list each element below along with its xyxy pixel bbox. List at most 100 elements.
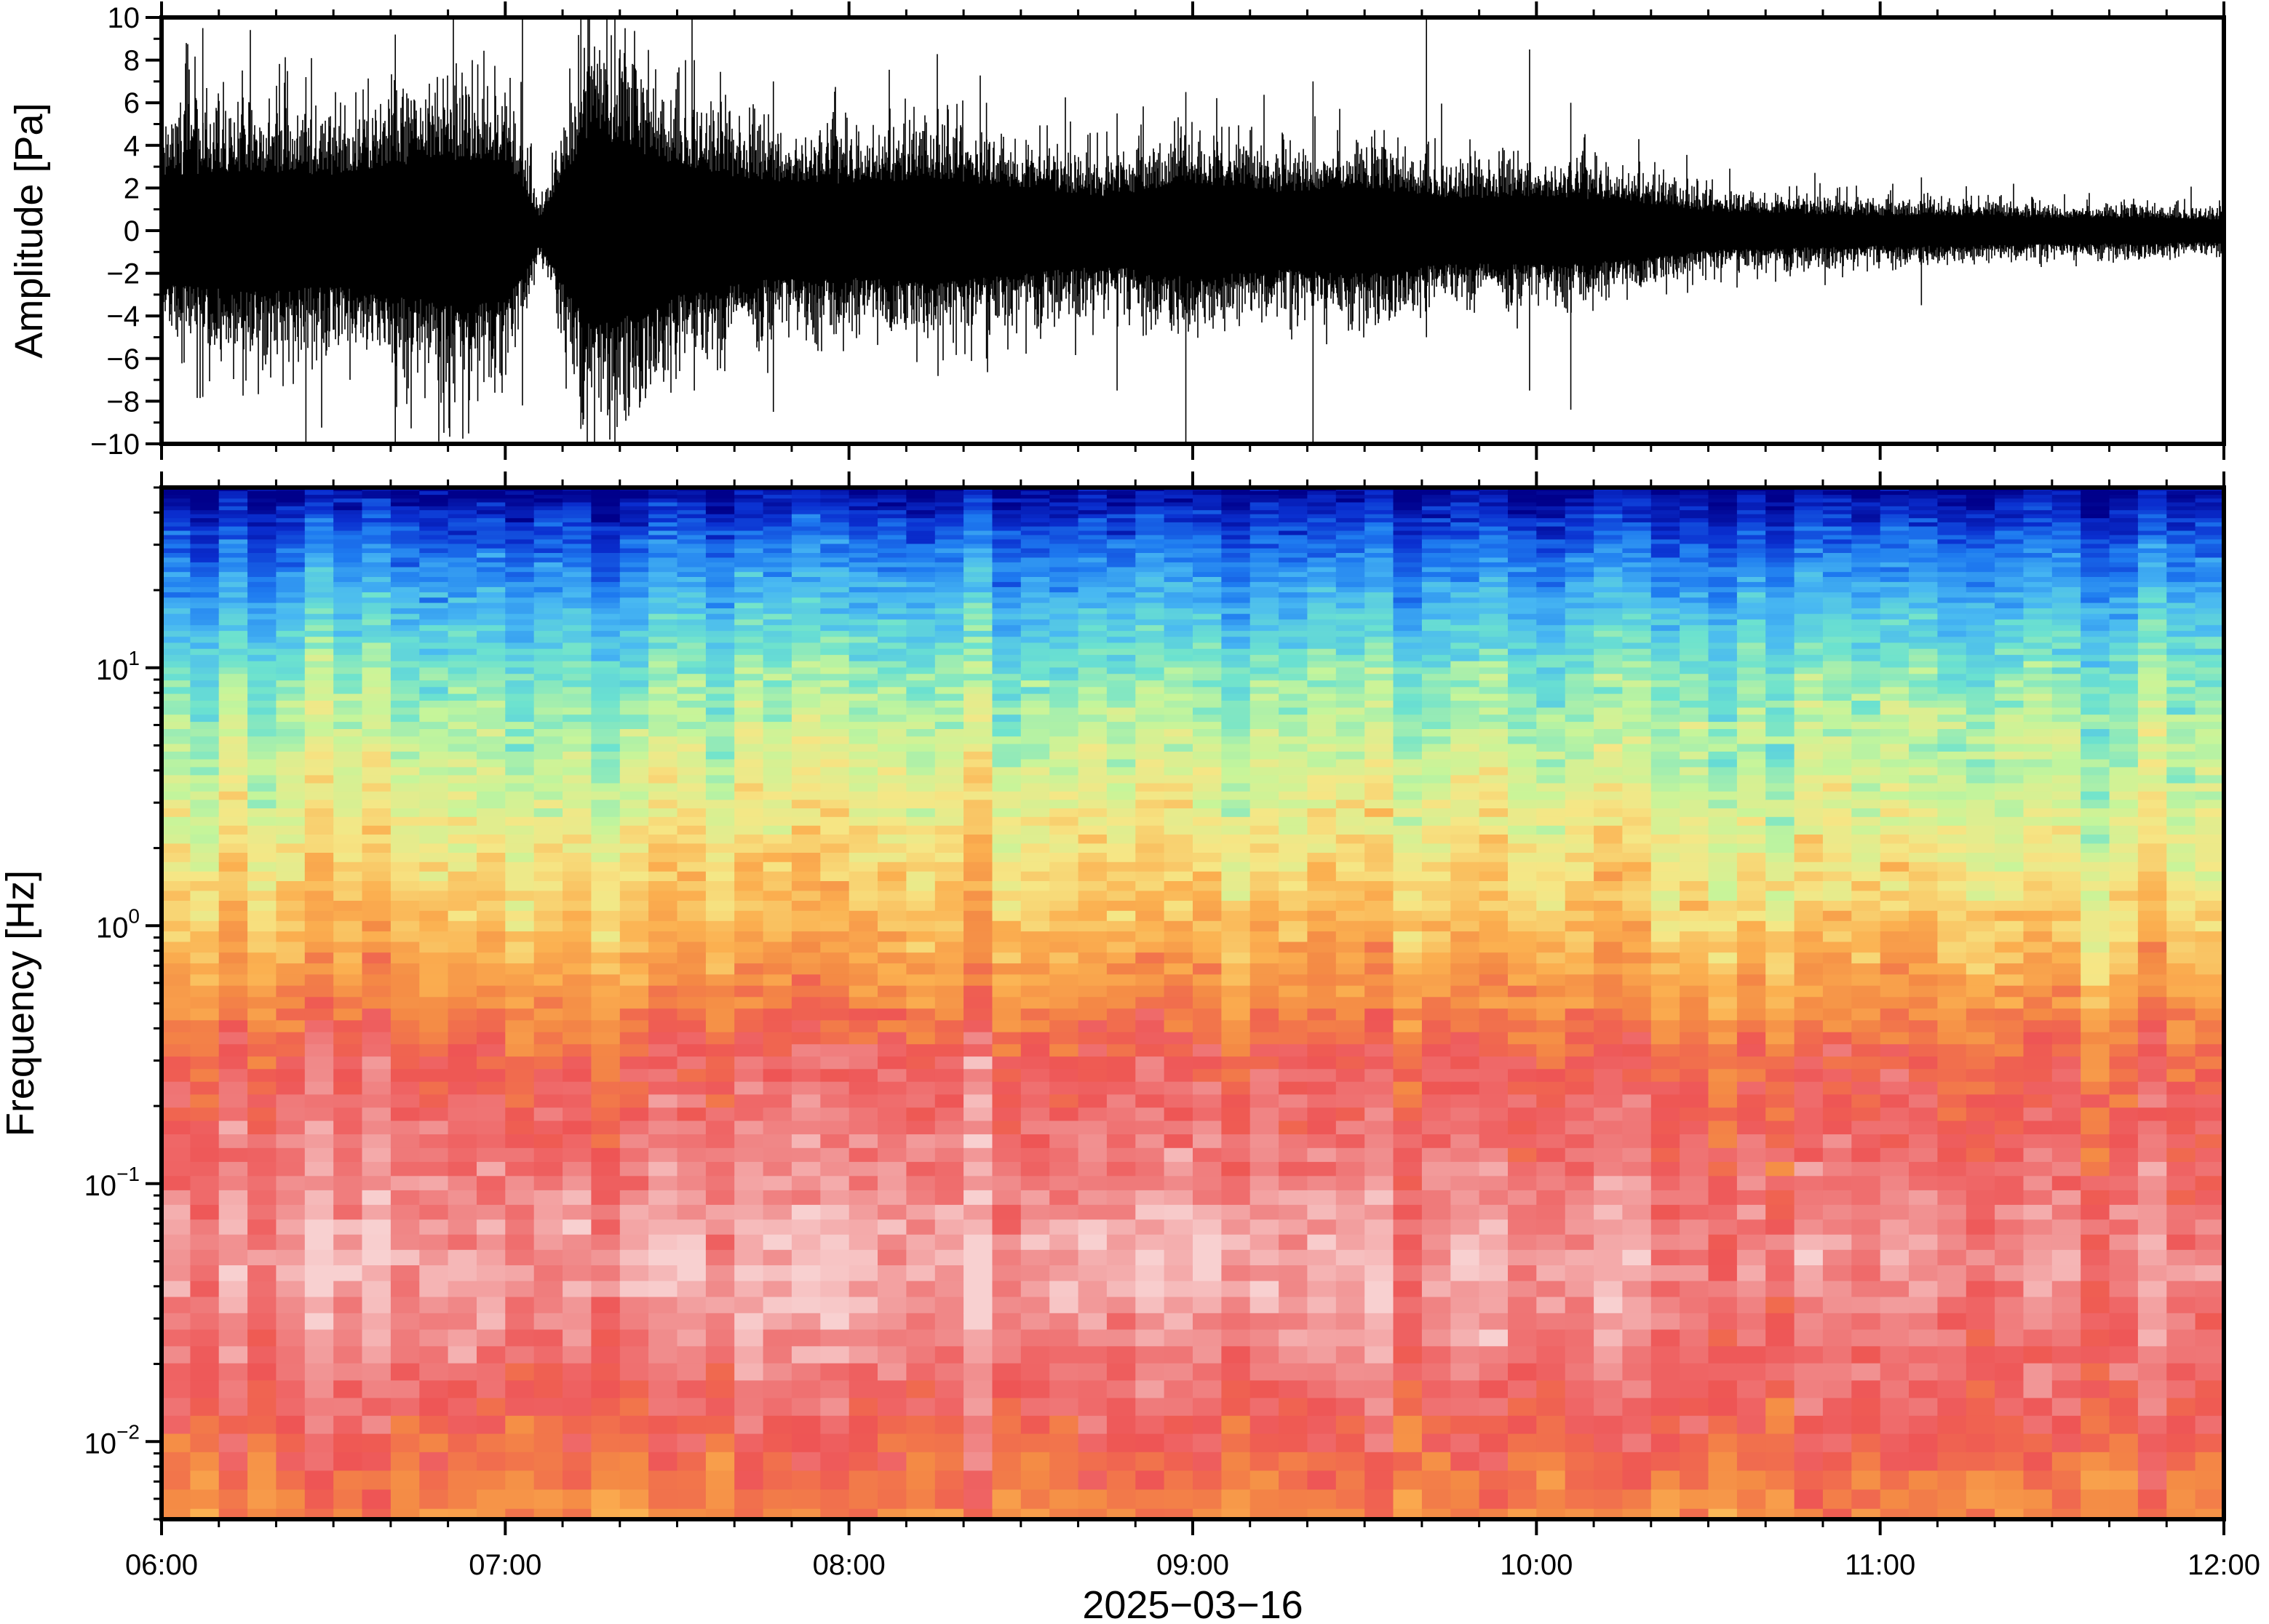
spectrogram-cell bbox=[591, 495, 621, 500]
spectrogram-cell bbox=[333, 1134, 363, 1149]
spectrogram-cell bbox=[304, 1297, 334, 1314]
spectrogram-cell bbox=[1049, 1081, 1079, 1096]
spectrogram-cell bbox=[791, 526, 822, 532]
spectrogram-cell bbox=[1164, 1020, 1193, 1033]
spectrogram-cell bbox=[477, 637, 506, 644]
spectrogram-cell bbox=[878, 1032, 907, 1045]
spectrogram-cell bbox=[218, 1452, 248, 1472]
spectrogram-cell bbox=[878, 522, 907, 528]
spectrogram-cell bbox=[591, 871, 621, 882]
spectrogram-cell bbox=[677, 613, 707, 621]
spectrogram-cell bbox=[1335, 1044, 1365, 1057]
spectrogram-cell bbox=[1307, 1008, 1337, 1022]
spectrogram-cell bbox=[677, 674, 707, 681]
spectrogram-cell bbox=[333, 687, 363, 695]
spectrogram-cell bbox=[820, 619, 850, 626]
spectrogram-cell bbox=[1106, 942, 1137, 953]
spectrogram-cell bbox=[992, 1020, 1022, 1033]
spectrogram-cell bbox=[419, 1313, 449, 1331]
spectrogram-cell bbox=[1164, 491, 1193, 495]
spectrogram-cell bbox=[591, 963, 621, 975]
spectrogram-cell bbox=[820, 539, 850, 545]
spectrogram-cell bbox=[677, 553, 707, 559]
spectrogram-cell bbox=[362, 1044, 392, 1057]
spectrogram-cell bbox=[1135, 891, 1165, 901]
spectrogram-cell bbox=[505, 744, 535, 752]
spectrogram-cell bbox=[591, 800, 621, 809]
spectrogram-cell bbox=[304, 648, 334, 656]
spectrogram-cell bbox=[763, 526, 792, 532]
spectrogram-cell bbox=[1193, 553, 1223, 559]
spectrogram-cell bbox=[1049, 722, 1079, 730]
spectrogram-cell bbox=[362, 1470, 392, 1491]
spectrogram-cell bbox=[1106, 1329, 1137, 1348]
spectrogram-cell bbox=[1279, 736, 1308, 745]
spectrogram-cell bbox=[849, 1363, 878, 1382]
spectrogram-cell bbox=[849, 800, 878, 809]
spectrogram-cell bbox=[419, 592, 449, 599]
spectrogram-cell bbox=[477, 1265, 506, 1282]
spectrogram-cell bbox=[362, 1190, 392, 1206]
spectrogram-cell bbox=[477, 736, 506, 745]
spectrogram-cell bbox=[477, 722, 506, 730]
spectrogram-cell bbox=[1078, 871, 1108, 882]
spectrogram-cell bbox=[276, 775, 306, 784]
spectrogram-cell bbox=[934, 1190, 964, 1206]
spectrogram-cell bbox=[1364, 557, 1394, 563]
spectrogram-cell bbox=[304, 1380, 334, 1399]
spectrogram-cell bbox=[448, 952, 477, 964]
spectrogram-cell bbox=[1364, 1297, 1394, 1314]
spectrogram-cell bbox=[763, 553, 792, 559]
amplitude-tick-label: 6 bbox=[124, 87, 140, 119]
spectrogram-cell bbox=[190, 567, 220, 573]
spectrogram-cell bbox=[276, 526, 306, 532]
spectrogram-cell bbox=[477, 1081, 506, 1096]
spectrogram-cell bbox=[276, 1297, 306, 1314]
spectrogram-cell bbox=[1193, 510, 1223, 515]
spectrogram-cell bbox=[963, 495, 993, 500]
spectrogram-cell bbox=[1106, 1380, 1137, 1399]
spectrogram-cell bbox=[333, 744, 363, 752]
spectrogram-cell bbox=[1193, 1219, 1223, 1235]
spectrogram-cell bbox=[1164, 619, 1193, 626]
spectrogram-cell bbox=[591, 674, 621, 681]
spectrogram-cell bbox=[1393, 1107, 1423, 1122]
spectrogram-cell bbox=[1164, 997, 1193, 1009]
spectrogram-cell bbox=[333, 592, 363, 599]
spectrogram-cell bbox=[1393, 608, 1423, 615]
spectrogram-cell bbox=[362, 1281, 392, 1298]
spectrogram-cell bbox=[1249, 736, 1279, 745]
spectrogram-cell bbox=[849, 1433, 878, 1453]
spectrogram-cell bbox=[763, 729, 792, 737]
spectrogram-cell bbox=[563, 800, 592, 809]
spectrogram-cell bbox=[162, 544, 191, 549]
spectrogram-cell bbox=[563, 1470, 592, 1491]
spectrogram-cell bbox=[333, 985, 363, 998]
spectrogram-cell bbox=[1221, 1380, 1251, 1399]
spectrogram-cell bbox=[1106, 530, 1137, 536]
spectrogram-cell bbox=[190, 1219, 220, 1235]
spectrogram-cell bbox=[906, 667, 936, 674]
spectrogram-cell bbox=[362, 506, 392, 511]
spectrogram-cell bbox=[992, 1107, 1022, 1122]
spectrogram-cell bbox=[849, 586, 878, 593]
spectrogram-cell bbox=[1135, 548, 1165, 554]
spectrogram-cell bbox=[362, 901, 392, 912]
spectrogram-cell bbox=[333, 1398, 363, 1417]
spectrogram-cell bbox=[276, 557, 306, 563]
spectrogram-cell bbox=[1078, 625, 1108, 632]
spectrogram-cell bbox=[1020, 510, 1050, 515]
spectrogram-cell bbox=[591, 736, 621, 745]
spectrogram-cell bbox=[1249, 952, 1279, 964]
spectrogram-cell bbox=[563, 1281, 592, 1298]
spectrogram-cell bbox=[477, 648, 506, 656]
spectrogram-cell bbox=[1249, 535, 1279, 541]
spectrogram-cell bbox=[820, 1147, 850, 1163]
spectrogram-cell bbox=[1393, 572, 1423, 578]
spectrogram-cell bbox=[763, 567, 792, 573]
spectrogram-cell bbox=[1078, 1380, 1108, 1399]
spectrogram-cell bbox=[218, 1081, 248, 1096]
spectrogram-cell bbox=[333, 736, 363, 745]
spectrogram-cell bbox=[878, 693, 907, 701]
spectrogram-cell bbox=[1221, 1121, 1251, 1135]
